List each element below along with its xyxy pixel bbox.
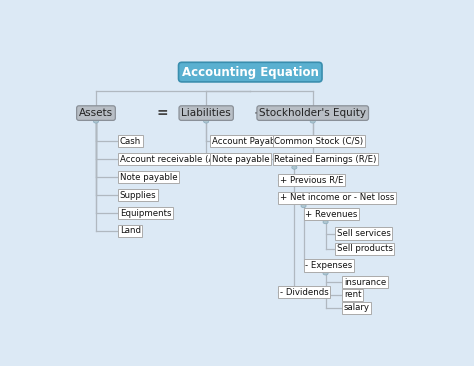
Text: Stockholder's Equity: Stockholder's Equity [259, 108, 366, 118]
Text: +: + [254, 106, 265, 120]
Text: =: = [156, 106, 168, 120]
Text: Account receivable (A/R): Account receivable (A/R) [120, 155, 227, 164]
Circle shape [301, 204, 306, 208]
Text: Common Stock (C/S): Common Stock (C/S) [274, 137, 363, 146]
Circle shape [323, 220, 328, 224]
Text: salary: salary [344, 303, 370, 312]
Text: Retained Earnings (R/E): Retained Earnings (R/E) [274, 155, 376, 164]
Text: Assets: Assets [79, 108, 113, 118]
Text: - Expenses: - Expenses [305, 261, 353, 270]
Text: Sell services: Sell services [337, 229, 391, 238]
Text: Land: Land [120, 227, 141, 235]
Circle shape [310, 119, 315, 123]
Text: Accounting Equation: Accounting Equation [182, 66, 319, 79]
Circle shape [204, 119, 209, 123]
Text: rent: rent [344, 291, 362, 299]
Text: Equipments: Equipments [120, 209, 172, 217]
Text: Liabilities: Liabilities [182, 108, 231, 118]
Text: - Dividends: - Dividends [280, 288, 328, 297]
Text: Account Payable: Account Payable [212, 137, 283, 146]
Circle shape [323, 272, 328, 275]
Text: + Net income or - Net loss: + Net income or - Net loss [280, 193, 394, 202]
Text: Note payable: Note payable [120, 173, 177, 182]
Text: + Revenues: + Revenues [305, 210, 358, 219]
Text: + Previous R/E: + Previous R/E [280, 175, 343, 184]
Text: Supplies: Supplies [120, 191, 156, 199]
Circle shape [93, 119, 99, 123]
Text: Cash: Cash [120, 137, 141, 146]
Circle shape [292, 166, 297, 169]
Text: insurance: insurance [344, 278, 386, 287]
Text: Sell products: Sell products [337, 244, 392, 253]
Text: Note payable: Note payable [212, 155, 269, 164]
